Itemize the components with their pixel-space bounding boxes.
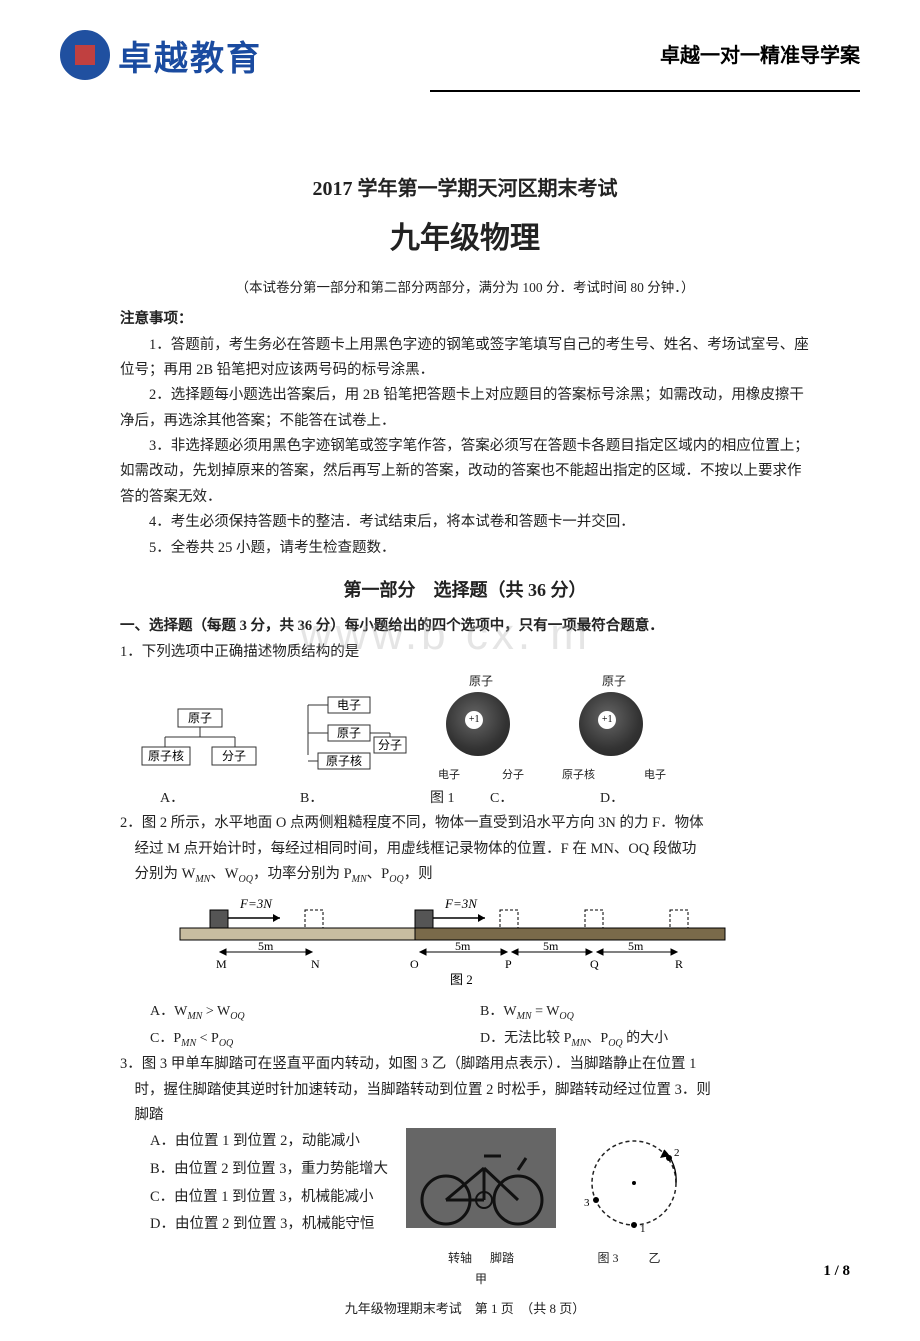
page-header: 卓越教育 卓越一对一精准导学案 [0,0,920,90]
exam-title-line2: 九年级物理 [120,213,810,266]
q1-tree-b: 电子 原子 原子核 分子 [278,695,408,785]
svg-text:1: 1 [640,1223,646,1235]
q2-opt-c: C．PMN < POQ [150,1027,480,1052]
q3-yi: 乙 [649,1248,661,1269]
svg-text:3: 3 [584,1197,590,1209]
svg-text:5m: 5m [258,939,274,953]
q2-opt-d: D．无法比较 PMN、POQ 的大小 [480,1027,810,1052]
q3-opt-d: D．由位置 2 到位置 3，机械能守恒 [150,1211,388,1239]
q1d-l1: 原子核 [562,766,595,785]
q1-opt-d: D． [600,787,624,812]
q3-axle: 转轴 [448,1248,472,1269]
notice-4: 4．考生必须保持答题卡的整洁．考试结束后，将本试卷和答题卡一并交回． [120,510,810,535]
notice-1: 1．答题前，考生务必在答题卡上用黑色字迹的钢笔或签字笔填写自己的考生号、姓名、考… [120,333,810,384]
q2-stem2: 经过 M 点开始计时，每经过相同时间，用虚线框记录物体的位置．F 在 MN、OQ… [120,837,810,862]
q1-options: A． B． 图 1 C． D． [160,787,810,812]
q3-fig-bike: 转轴 脚踏 甲 [406,1128,556,1289]
logo-area: 卓越教育 [60,30,262,80]
q3-opt-b: B．由位置 2 到位置 3，重力势能增大 [150,1156,388,1184]
q1a-right: 分子 [222,749,246,763]
q1c-l1: 电子 [438,766,460,785]
q3-stem2: 时，握住脚踏使其逆时针加速转动，当脚踏转动到位置 2 时松手，脚踏转动经过位置 … [120,1078,810,1103]
exam-title-line1: 2017 学年第一学期天河区期末考试 [120,172,810,207]
q2-f2: F=3N [444,896,478,911]
q3-fig-label: 图 3 [598,1248,619,1269]
q3-row: A．由位置 1 到位置 2，动能减小 B．由位置 2 到位置 3，重力势能增大 … [120,1128,810,1289]
q1c-core: +1 [465,711,483,729]
header-subtitle: 卓越一对一精准导学案 [660,39,860,72]
q1c-l2: 分子 [502,766,524,785]
q3-stem3: 脚踏 [120,1103,810,1128]
section-1-sub-text: 一、选择题（每题 3 分，共 36 分）每小题给出的四个选项中，只有一项最符合题… [120,618,664,634]
q1d-l2: 电子 [644,766,666,785]
q1-opt-b: B． [300,787,430,812]
q1c-top: 原子 [426,671,536,692]
notice-3: 3．非选择题必须用黑色字迹钢笔或签字笔作答，答案必须写在答题卡各题目指定区域内的… [120,434,810,510]
svg-text:Q: Q [590,957,599,971]
q1b-mid: 原子 [337,726,361,740]
q1-opt-c: C． [490,787,600,812]
notice-2: 2．选择题每小题选出答案后，用 2B 铅笔把答题卡上对应题目的答案标号涂黑；如需… [120,383,810,434]
q1d-top: 原子 [554,671,674,692]
svg-text:5m: 5m [455,939,471,953]
q1b-top: 电子 [337,698,361,712]
svg-text:R: R [675,957,683,971]
logo-icon [60,30,110,80]
q1-fig-label: 图 1 [430,787,490,812]
q1b-bot: 原子核 [326,754,362,768]
q3-options: A．由位置 1 到位置 2，动能减小 B．由位置 2 到位置 3，重力势能增大 … [150,1128,388,1238]
notice-heading: 注意事项： [120,307,810,332]
q1-figures: 原子 原子核 分子 电子 原子 原子核 分子 原子 [140,671,810,785]
svg-text:M: M [216,957,227,971]
q1-stem: 1．下列选项中正确描述物质结构的是 [120,640,810,665]
svg-text:5m: 5m [543,939,559,953]
section-1-title: 第一部分 选择题（共 36 分） [120,575,810,607]
svg-text:5m: 5m [628,939,644,953]
q3-opt-c: C．由位置 1 到位置 3，机械能减小 [150,1184,388,1212]
q1a-left: 原子核 [148,749,184,763]
q3-pedal: 脚踏 [490,1248,514,1269]
q2-stem1: 2．图 2 所示，水平地面 O 点两侧粗糙程度不同，物体一直受到沿水平方向 3N… [120,811,810,836]
q2-opt-b: B．WMN = WOQ [480,1000,810,1025]
q1-atom-d: 原子 +1 原子核 电子 [554,671,674,785]
exam-scope-note: （本试卷分第一部分和第二部分两部分，满分为 100 分．考试时间 80 分钟．） [120,276,810,300]
q2-options: A．WMN > WOQ B．WMN = WOQ C．PMN < POQ D．无法… [150,1000,810,1053]
q1-opt-a: A． [160,787,300,812]
q3-stem1: 3．图 3 甲单车脚踏可在竖直平面内转动，如图 3 乙（脚踏用点表示）．当脚踏静… [120,1052,810,1077]
svg-text:2: 2 [674,1147,680,1159]
q1d-core: +1 [598,711,616,729]
q3-jia: 甲 [406,1269,556,1290]
circle-diagram-icon: 1 2 3 [574,1128,684,1238]
brand-name: 卓越教育 [118,31,262,80]
svg-text:O: O [410,957,419,971]
page-number: 1 / 8 [823,1263,850,1280]
q3-fig-circle: 1 2 3 图 3 乙 [574,1128,684,1268]
q1b-side: 分子 [378,738,402,752]
section-1-sub: 一、选择题（每题 3 分，共 36 分）每小题给出的四个选项中，只有一项最符合题… [120,614,810,639]
q2-figure: F=3N F=3N M N O P Q R [150,896,810,995]
svg-text:P: P [505,957,512,971]
svg-text:N: N [311,957,320,971]
q3-opt-a: A．由位置 1 到位置 2，动能减小 [150,1128,388,1156]
q2-opt-a: A．WMN > WOQ [150,1000,480,1025]
notice-5: 5．全卷共 25 小题，请考生检查题数． [120,536,810,561]
q2-fig-label: 图 2 [450,972,473,986]
q2-f1: F=3N [239,896,273,911]
q1-tree-a: 原子 原子核 分子 [140,707,260,785]
bike-icon [406,1128,556,1238]
page-footer-line: 九年级物理期末考试 第 1 页 （共 8 页） [120,1298,810,1321]
q2-diagram-svg: F=3N F=3N M N O P Q R [150,896,750,986]
q1a-top: 原子 [188,711,212,725]
q1-atom-c: 原子 +1 电子 分子 [426,671,536,785]
q2-stem3: 分别为 WMN、WOQ，功率分别为 PMN、POQ，则 [120,862,810,888]
document-body: 2017 学年第一学期天河区期末考试 九年级物理 （本试卷分第一部分和第二部分两… [0,92,920,1341]
